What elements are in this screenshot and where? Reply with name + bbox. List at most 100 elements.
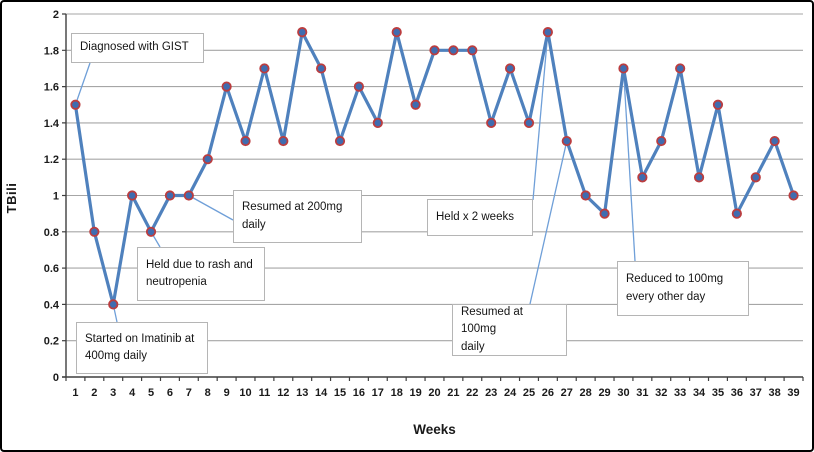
x-tick-label: 34 <box>693 387 706 399</box>
data-point-week-12 <box>278 135 289 147</box>
x-tick-label: 1 <box>72 387 78 399</box>
x-tick-label: 20 <box>428 387 440 399</box>
data-point-week-13 <box>297 27 308 38</box>
annotation-leader-line <box>74 62 91 105</box>
x-tick-label: 13 <box>296 387 308 399</box>
y-tick-label: 1.8 <box>44 45 59 57</box>
annotation-text: daily <box>461 340 485 353</box>
x-tick-label: 31 <box>636 387 648 399</box>
x-tick-label: 36 <box>731 387 743 399</box>
data-point-week-18 <box>391 27 402 38</box>
annotation-text: Reduced to 100mg <box>626 273 724 286</box>
y-tick-label: 2 <box>53 9 59 21</box>
annotation-text: Held x 2 weeks <box>436 210 514 223</box>
x-tick-label: 29 <box>598 387 610 399</box>
data-point-week-37 <box>750 172 761 183</box>
data-point-week-14 <box>316 63 327 74</box>
x-tick-label: 33 <box>674 387 686 399</box>
y-axis-title: TBili <box>4 182 19 214</box>
x-tick-label: 26 <box>542 387 554 399</box>
data-point-week-31 <box>637 172 648 183</box>
x-tick-label: 21 <box>447 387 459 399</box>
data-point-week-19 <box>410 99 421 110</box>
data-point-week-32 <box>656 135 667 147</box>
data-point-week-9 <box>221 81 232 92</box>
data-point-week-34 <box>693 172 705 183</box>
annotation-leader-line <box>188 194 234 221</box>
data-point-week-33 <box>675 63 686 74</box>
data-point-week-25 <box>523 117 535 129</box>
annotation-leader-line <box>622 68 636 262</box>
x-tick-label: 14 <box>315 387 328 399</box>
x-tick-label: 15 <box>334 387 346 399</box>
data-point-week-2 <box>89 226 100 237</box>
data-point-week-6 <box>164 190 176 201</box>
y-tick-label: 0 <box>53 372 59 384</box>
x-tick-label: 39 <box>787 387 799 399</box>
x-tick-label: 22 <box>466 387 478 399</box>
x-tick-label: 38 <box>769 387 781 399</box>
annotation-box: Resumed at 200mg daily <box>233 190 362 243</box>
annotation-box: Started on Imatinib at 400mg daily <box>76 322 208 374</box>
x-tick-label: 4 <box>129 387 136 399</box>
data-point-week-29 <box>599 208 610 219</box>
data-point-week-10 <box>240 135 251 147</box>
x-tick-label: 9 <box>224 387 230 399</box>
data-point-week-21 <box>448 45 459 56</box>
y-tick-label: 0.6 <box>44 263 59 275</box>
data-point-week-24 <box>504 63 516 74</box>
data-point-week-16 <box>353 81 365 92</box>
data-point-week-1 <box>70 99 81 110</box>
data-point-week-3 <box>108 299 119 310</box>
y-tick-label: 1.6 <box>44 82 59 94</box>
x-tick-label: 25 <box>523 387 535 399</box>
data-point-week-4 <box>127 190 138 201</box>
x-tick-label: 8 <box>205 387 211 399</box>
data-point-week-27 <box>561 135 572 147</box>
x-tick-label: 3 <box>110 387 116 399</box>
x-tick-label: 28 <box>580 387 592 399</box>
y-tick-label: 1 <box>53 191 59 203</box>
annotation-text: daily <box>242 218 266 231</box>
annotation-text: every other day <box>626 290 706 303</box>
annotation-box: Held due to rash and neutropenia <box>137 247 265 301</box>
data-point-week-36 <box>731 208 742 219</box>
x-tick-label: 30 <box>617 387 629 399</box>
annotation-text: Diagnosed with GIST <box>80 41 189 54</box>
x-tick-label: 17 <box>372 387 384 399</box>
y-tick-label: 0.4 <box>44 299 60 311</box>
data-point-week-28 <box>580 190 591 201</box>
annotation-box: Diagnosed with GIST <box>71 33 204 63</box>
data-point-week-11 <box>259 63 270 74</box>
data-point-week-8 <box>202 154 213 165</box>
x-tick-label: 10 <box>239 387 251 399</box>
data-point-week-22 <box>467 45 478 56</box>
data-point-week-7 <box>183 190 194 201</box>
x-tick-label: 18 <box>391 387 403 399</box>
data-point-week-5 <box>145 226 157 237</box>
x-tick-label: 5 <box>148 387 154 399</box>
annotation-text: 400mg daily <box>85 350 148 362</box>
x-tick-label: 23 <box>485 387 497 399</box>
data-point-week-38 <box>769 135 780 147</box>
y-tick-label: 0.8 <box>44 227 59 239</box>
x-tick-label: 12 <box>277 387 289 399</box>
annotation-leader-line <box>532 32 549 201</box>
data-point-week-26 <box>542 27 553 38</box>
annotation-text: Resumed at 100mg <box>461 306 524 336</box>
data-point-week-23 <box>486 117 497 129</box>
x-tick-label: 32 <box>655 387 667 399</box>
x-tick-label: 2 <box>91 387 97 399</box>
x-tick-label: 35 <box>712 387 724 399</box>
data-point-week-39 <box>788 190 799 201</box>
y-tick-label: 1.4 <box>44 118 60 130</box>
x-tick-label: 11 <box>259 387 271 399</box>
data-point-week-15 <box>334 135 346 147</box>
data-point-week-35 <box>712 99 724 110</box>
x-axis-title: Weeks <box>413 422 456 437</box>
annotation-text: Resumed at 200mg <box>242 201 343 214</box>
x-tick-label: 24 <box>504 387 517 399</box>
annotation-text: neutropenia <box>146 276 207 288</box>
